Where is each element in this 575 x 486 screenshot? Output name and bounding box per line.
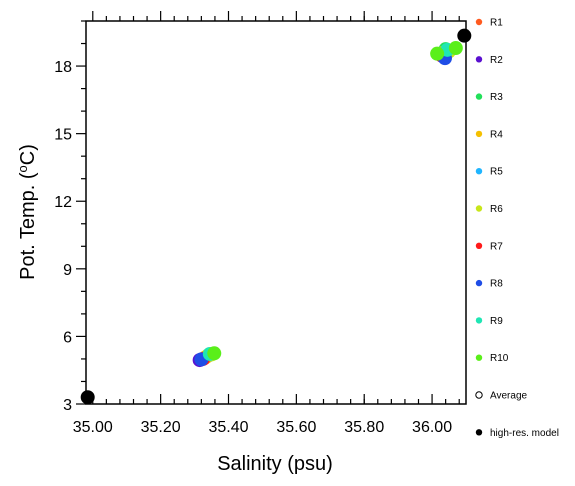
y-tick-label: 6 <box>63 329 72 346</box>
legend-marker-r8 <box>475 279 483 287</box>
legend-marker-r9 <box>475 317 483 324</box>
x-tick-label: 36.00 <box>412 419 452 436</box>
y-tick-label: 3 <box>63 397 72 414</box>
data-point-r10 <box>448 41 463 56</box>
legend-marker-r10 <box>475 354 483 361</box>
x-tick-labels: 35.00 35.20 35.40 35.60 35.80 36.00 <box>73 419 452 436</box>
y-axis-label: Pot. Temp. (oC) <box>15 144 39 280</box>
data-point-r10 <box>430 46 445 61</box>
legend-marker-r4 <box>475 130 483 138</box>
x-tick-label: 35.00 <box>73 419 113 436</box>
legend-marker-average <box>475 391 483 399</box>
y-tick-label: 18 <box>54 59 72 76</box>
y-axis-label-degree: o <box>15 165 30 172</box>
legend-marker-r5 <box>475 168 483 175</box>
plot-frame <box>85 20 467 405</box>
x-tick-label: 35.80 <box>344 419 384 436</box>
legend-label-r10: R10 <box>490 353 509 364</box>
legend-marker-r3 <box>475 93 483 100</box>
legend-marker-r2 <box>475 56 483 63</box>
legend-label-r7: R7 <box>490 241 503 252</box>
data-point-high-res-model <box>80 390 95 405</box>
x-tick-label: 35.20 <box>141 419 181 436</box>
legend-label-r1: R1 <box>490 18 503 29</box>
legend-marker-r1 <box>475 18 483 26</box>
legend-label-r9: R9 <box>490 316 503 327</box>
y-tick-label: 15 <box>54 127 72 144</box>
x-tick-label: 35.40 <box>208 419 248 436</box>
legend-label-r3: R3 <box>490 92 503 103</box>
x-axis-label: Salinity (psu) <box>217 453 333 475</box>
y-tick-labels: 3 6 9 12 15 18 <box>54 59 72 414</box>
legend-label-average: Average <box>490 391 528 402</box>
legend-label-r6: R6 <box>490 204 503 215</box>
plot-border <box>85 20 467 405</box>
legend-label-high-res-model: high-res. model <box>490 428 559 439</box>
data-points <box>80 28 472 405</box>
legend: R1 R2 R3 R4 R5 R6 R7 R8 R9 R10 Average high-res. mo… <box>475 18 559 439</box>
axis-ticks <box>76 11 460 405</box>
data-point-high-res-model <box>457 28 472 43</box>
x-tick-label: 35.60 <box>276 419 316 436</box>
y-tick-label: 9 <box>63 262 72 279</box>
data-point-r10 <box>207 346 222 361</box>
legend-marker-high-res-model <box>475 429 483 436</box>
legend-label-r8: R8 <box>490 279 503 290</box>
y-axis-label-unit: C) <box>17 144 39 165</box>
legend-label-r5: R5 <box>490 167 503 178</box>
legend-label-r4: R4 <box>490 129 503 140</box>
y-tick-label: 12 <box>54 194 72 211</box>
legend-marker-r6 <box>475 205 483 212</box>
y-axis-label-main: Pot. Temp. ( <box>17 172 39 280</box>
legend-marker-r7 <box>475 242 483 249</box>
legend-label-r2: R2 <box>490 55 503 66</box>
